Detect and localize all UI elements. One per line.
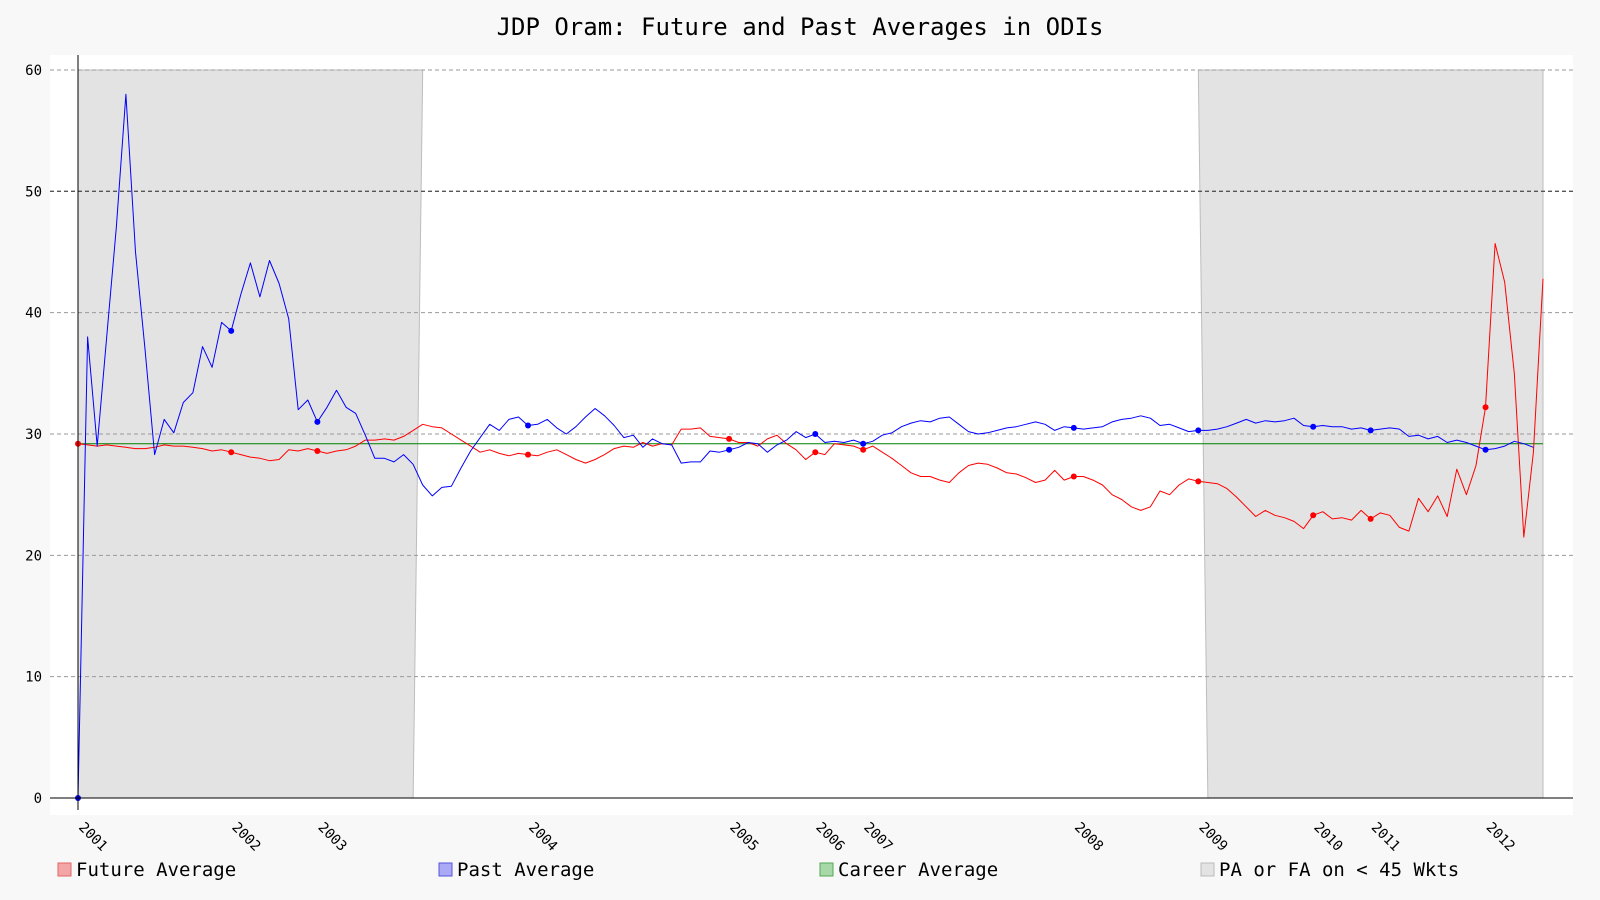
future-average-point (1310, 512, 1317, 519)
x-tick-label: 2004 (525, 820, 560, 855)
past-average-point (860, 440, 867, 447)
future-average-point (1367, 515, 1374, 522)
x-tick-labels: 2001 2002 2003 2004 2005 2006 2007 2008 2009 2010… (75, 820, 1518, 855)
y-tick-label: 30 (25, 427, 42, 443)
future-average-line (77, 243, 1544, 538)
y-tick-label: 40 (25, 306, 42, 322)
future-average-point (860, 446, 867, 453)
past-average-layer (75, 93, 1534, 801)
y-tick-label: 0 (34, 791, 42, 807)
chart-title: JDP Oram: Future and Past Averages in OD… (497, 13, 1104, 41)
future-average-point (812, 449, 819, 456)
past-average-point (314, 418, 321, 425)
x-tick-label: 2002 (228, 820, 263, 855)
legend-swatch (1200, 862, 1215, 877)
future-average-point (525, 451, 532, 458)
x-tick-label: 2008 (1071, 820, 1106, 855)
x-tick-label: 2009 (1195, 820, 1230, 855)
legend: Future Average Past Average Career Average… (57, 859, 1459, 881)
y-tick-label: 60 (25, 63, 42, 79)
legend-swatch (438, 862, 453, 877)
x-tick-label: 2012 (1483, 820, 1518, 855)
past-average-point (525, 422, 532, 429)
future-average-point (228, 449, 235, 456)
legend-label: Career Average (838, 859, 998, 881)
future-average-point (726, 435, 733, 442)
legend-label: Past Average (457, 859, 594, 881)
future-average-point (1070, 473, 1077, 480)
past-average-point (1310, 423, 1317, 430)
future-average-point (314, 447, 321, 454)
past-average-line (77, 93, 1534, 799)
x-tick-label: 2011 (1368, 820, 1403, 855)
x-tick-label: 2001 (75, 820, 110, 855)
past-average-point (1070, 424, 1077, 431)
gridlines (50, 69, 1573, 678)
future-average-layer (75, 243, 1544, 538)
y-tick-label: 20 (25, 548, 42, 564)
x-tick-label: 2005 (726, 820, 761, 855)
y-tick-labels: 0 10 20 30 40 50 60 (25, 63, 42, 807)
x-tick-label: 2007 (860, 820, 895, 855)
legend-swatch (819, 862, 834, 877)
past-average-point (1482, 446, 1489, 453)
past-average-point (1195, 427, 1202, 434)
past-average-point (726, 446, 733, 453)
x-tick-label: 2010 (1310, 820, 1345, 855)
y-tick-label: 50 (25, 184, 42, 200)
shaded-regions (77, 69, 1544, 799)
legend-label: Future Average (76, 859, 236, 881)
legend-label: PA or FA on < 45 Wkts (1219, 859, 1459, 881)
past-average-point (812, 431, 819, 437)
x-tick-label: 2003 (315, 820, 350, 855)
axes (50, 55, 1573, 810)
x-tick-label: 2006 (812, 820, 847, 855)
legend-swatch (57, 862, 72, 877)
past-average-point (228, 327, 235, 334)
y-tick-label: 10 (25, 670, 42, 686)
past-average-point (1367, 427, 1374, 434)
future-average-point (1195, 478, 1202, 485)
future-average-point (1482, 404, 1489, 411)
